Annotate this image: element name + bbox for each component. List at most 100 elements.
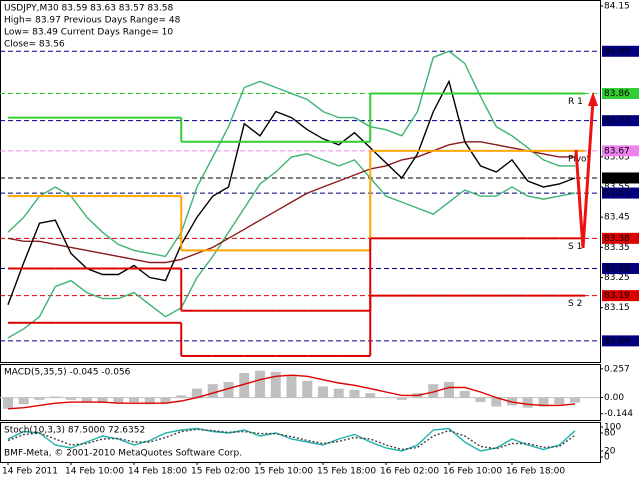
level-box xyxy=(602,172,639,184)
series-line xyxy=(7,50,575,258)
x-tick-label: 15 Feb 02:00 xyxy=(191,467,250,477)
level-name: S 1 xyxy=(568,242,582,252)
level-label: 83.53 xyxy=(604,189,630,199)
histogram-bar xyxy=(50,396,61,398)
level-label: 83.67 xyxy=(604,146,630,156)
panel-title: Stoch(10,3,3) 87.5000 72.6352 xyxy=(4,426,145,436)
y-tick-label: 84.15 xyxy=(604,2,630,12)
level-label: 83.04 xyxy=(604,336,630,346)
histogram-bar xyxy=(3,397,13,409)
panel-frame xyxy=(0,422,601,463)
histogram-bar xyxy=(444,381,454,398)
level-label: 83.86 xyxy=(604,89,630,99)
annotation: Low= 83.49 Current Days Range= 10 xyxy=(4,28,173,38)
histogram-bar xyxy=(333,388,344,398)
panel-frame xyxy=(0,0,601,363)
y-tick-label: 83.25 xyxy=(604,273,630,283)
histogram-bar xyxy=(144,397,155,405)
histogram-bar xyxy=(66,397,76,400)
histogram-bar xyxy=(113,397,124,404)
y-tick-label: -0.144 xyxy=(604,409,633,419)
histogram-bar xyxy=(491,397,502,407)
annotation: BMF-Meta, © 2001-2010 MetaQuotes Softwar… xyxy=(4,449,242,459)
y-tick-label: 83.35 xyxy=(604,243,630,253)
histogram-bar xyxy=(286,375,297,398)
panel-frame xyxy=(0,364,601,421)
histogram-bar xyxy=(192,388,202,398)
histogram-bar xyxy=(570,397,580,403)
y-tick-label: 0.00 xyxy=(604,393,624,403)
y-tick-label: 83.45 xyxy=(604,213,630,223)
histogram-bar xyxy=(81,397,92,403)
histogram-bar xyxy=(538,397,549,407)
level-name: R 1 xyxy=(568,97,583,107)
level-name: S 2 xyxy=(568,299,582,309)
x-tick-label: 16 Feb 02:00 xyxy=(380,467,439,477)
x-tick-label: 14 Feb 10:00 xyxy=(65,467,124,477)
y-tick-label: 83.15 xyxy=(604,303,630,313)
histogram-bar xyxy=(255,370,265,398)
histogram-bar xyxy=(302,380,313,398)
histogram-bar xyxy=(365,393,376,398)
y-tick-label: 80 xyxy=(604,429,616,439)
annotation: High= 83.97 Previous Days Range= 48 xyxy=(4,16,181,26)
histogram-bar xyxy=(459,390,470,398)
series-line xyxy=(7,427,576,452)
level-label: 83.38 xyxy=(604,234,630,244)
x-tick-label: 16 Feb 18:00 xyxy=(506,467,565,477)
histogram-bar xyxy=(239,372,250,398)
level-box xyxy=(602,335,639,347)
histogram-bar xyxy=(18,397,29,405)
series-line xyxy=(7,153,576,339)
series-line xyxy=(7,141,575,264)
level-box xyxy=(602,88,639,100)
level-label: 84.00 xyxy=(604,47,630,57)
arrow-head xyxy=(588,92,598,106)
y-tick-label: 20 xyxy=(604,447,616,457)
histogram-bar xyxy=(318,386,328,398)
y-tick-label: 0.257 xyxy=(604,364,630,374)
histogram-bar xyxy=(176,395,187,398)
level-box xyxy=(602,187,639,199)
histogram-bar xyxy=(349,389,360,398)
x-tick-label: 14 Feb 2011 xyxy=(2,467,58,477)
x-tick-label: 14 Feb 18:00 xyxy=(128,467,187,477)
level-box xyxy=(602,290,639,302)
histogram-bar xyxy=(475,397,486,403)
histogram-bar xyxy=(160,397,171,404)
panel-title: USDJPY,M30 83.59 83.63 83.57 83.58 xyxy=(4,4,173,14)
level-label: 83.19 xyxy=(604,291,630,301)
y-tick-label: 83.55 xyxy=(604,183,630,193)
level-box xyxy=(602,232,639,244)
histogram-bar xyxy=(129,397,139,403)
histogram-bar xyxy=(34,397,45,400)
level-label: 83.77 xyxy=(604,116,630,126)
y-tick-label: 83.65 xyxy=(604,152,630,162)
level-name: Pivot xyxy=(568,154,591,164)
y-tick-label: 100 xyxy=(604,423,621,433)
histogram-bar xyxy=(554,397,565,405)
hand-arrow xyxy=(574,99,595,249)
series-line xyxy=(7,374,576,410)
annotation: Close= 83.56 xyxy=(4,40,65,50)
histogram-bar xyxy=(396,397,407,400)
level-box xyxy=(602,45,639,57)
histogram-bar xyxy=(223,381,234,398)
level-box xyxy=(602,262,639,274)
histogram-bar xyxy=(270,371,281,398)
level-box xyxy=(602,115,639,127)
histogram-bar xyxy=(97,397,108,404)
level-box xyxy=(602,145,639,157)
level-label: 83.58 xyxy=(604,173,630,183)
histogram-bar xyxy=(428,384,439,398)
level-label: 83.28 xyxy=(604,264,630,274)
histogram-bar xyxy=(522,397,533,408)
x-tick-label: 15 Feb 18:00 xyxy=(317,467,376,477)
series-line xyxy=(7,79,576,305)
y-tick-label: 0 xyxy=(604,453,610,463)
x-tick-label: 16 Feb 10:00 xyxy=(443,467,502,477)
x-tick-label: 15 Feb 10:00 xyxy=(254,467,313,477)
